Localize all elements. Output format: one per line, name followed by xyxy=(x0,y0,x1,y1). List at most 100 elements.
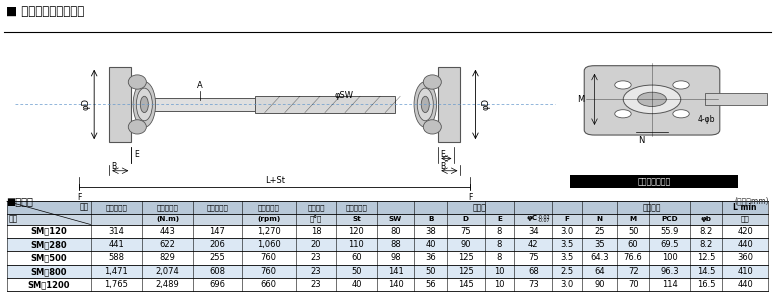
Text: 8: 8 xyxy=(497,240,502,249)
Text: 最大トルク: 最大トルク xyxy=(157,204,178,211)
Text: 90: 90 xyxy=(594,280,605,289)
Text: φC: φC xyxy=(527,215,538,221)
Text: 16.5: 16.5 xyxy=(697,280,715,289)
Text: N: N xyxy=(597,216,602,222)
Text: 760: 760 xyxy=(260,253,277,262)
Text: 型式: 型式 xyxy=(9,215,18,224)
Text: B: B xyxy=(440,162,446,171)
Text: SW: SW xyxy=(389,216,402,222)
Text: 64.3: 64.3 xyxy=(590,253,608,262)
Text: 75: 75 xyxy=(460,227,471,236)
Text: 696: 696 xyxy=(209,280,226,289)
Text: ヨーク: ヨーク xyxy=(472,203,486,212)
Text: E: E xyxy=(134,150,139,159)
Text: 3.0: 3.0 xyxy=(560,280,574,289)
Text: 76.6: 76.6 xyxy=(624,253,642,262)
Text: 8: 8 xyxy=(497,227,502,236)
Text: 50: 50 xyxy=(628,227,639,236)
Bar xyxy=(7,214,768,225)
Text: クロス定格: クロス定格 xyxy=(206,204,229,211)
Text: 68: 68 xyxy=(528,267,539,276)
Text: φD: φD xyxy=(81,98,90,110)
Text: 622: 622 xyxy=(160,240,175,249)
Text: 72: 72 xyxy=(628,267,639,276)
Text: 760: 760 xyxy=(260,267,277,276)
Text: 443: 443 xyxy=(160,227,175,236)
Text: 440: 440 xyxy=(737,280,753,289)
Text: スライド長: スライド長 xyxy=(346,204,367,211)
Text: M: M xyxy=(577,95,584,104)
Text: 許容トルク: 許容トルク xyxy=(105,204,127,211)
Text: 1,471: 1,471 xyxy=(105,267,128,276)
Text: 100: 100 xyxy=(662,253,677,262)
Bar xyxy=(705,93,767,105)
Text: 42: 42 xyxy=(528,240,539,249)
Text: 141: 141 xyxy=(388,267,404,276)
Text: φD: φD xyxy=(481,98,491,110)
Text: 許容曲角: 許容曲角 xyxy=(307,204,325,211)
Text: φb: φb xyxy=(701,216,711,222)
Text: 80: 80 xyxy=(391,227,401,236)
Text: 69.5: 69.5 xyxy=(660,240,679,249)
Text: 360: 360 xyxy=(737,253,753,262)
Text: 255: 255 xyxy=(209,253,226,262)
Text: 73: 73 xyxy=(528,280,539,289)
Text: 10: 10 xyxy=(494,280,505,289)
Text: 14.5: 14.5 xyxy=(697,267,715,276)
Text: ■仕　様: ■仕 様 xyxy=(6,196,33,206)
Text: 25: 25 xyxy=(594,227,605,236)
Text: 55.9: 55.9 xyxy=(660,227,679,236)
Text: 140: 140 xyxy=(388,280,404,289)
Ellipse shape xyxy=(129,75,146,89)
Bar xyxy=(140,98,395,110)
Circle shape xyxy=(673,110,689,118)
Text: 88: 88 xyxy=(391,240,401,249)
Text: 2,074: 2,074 xyxy=(156,267,179,276)
Text: (単位：mm): (単位：mm) xyxy=(735,196,769,205)
Bar xyxy=(7,265,768,278)
Text: -0.02: -0.02 xyxy=(538,215,551,220)
Text: F: F xyxy=(468,193,473,202)
Text: B: B xyxy=(112,162,116,171)
Text: 60: 60 xyxy=(351,253,362,262)
Text: φSW: φSW xyxy=(335,92,354,100)
Text: 829: 829 xyxy=(160,253,175,262)
Text: A: A xyxy=(197,81,202,90)
Bar xyxy=(7,225,768,238)
Text: 145: 145 xyxy=(458,280,474,289)
Text: 35: 35 xyxy=(594,240,605,249)
Bar xyxy=(255,96,395,113)
Text: L min: L min xyxy=(733,203,757,212)
Text: 10: 10 xyxy=(494,267,505,276)
Text: ■ 図面・製品仕様表組: ■ 図面・製品仕様表組 xyxy=(6,5,84,17)
Text: 50: 50 xyxy=(351,267,362,276)
Text: 50: 50 xyxy=(425,267,436,276)
Text: 34: 34 xyxy=(528,227,539,236)
Text: 114: 114 xyxy=(662,280,677,289)
Text: ボルト穴: ボルト穴 xyxy=(642,203,661,212)
Bar xyxy=(7,278,768,291)
Bar xyxy=(7,238,768,251)
Text: 23: 23 xyxy=(311,280,322,289)
Text: 1,060: 1,060 xyxy=(257,240,281,249)
Text: 125: 125 xyxy=(458,253,474,262)
Text: 8: 8 xyxy=(497,253,502,262)
Circle shape xyxy=(615,110,631,118)
Bar xyxy=(109,67,131,142)
Text: F: F xyxy=(565,216,570,222)
Text: （°）: （°） xyxy=(310,216,322,223)
Text: 147: 147 xyxy=(209,227,226,236)
Bar xyxy=(7,201,768,214)
Text: 許容回転数: 許容回転数 xyxy=(258,204,280,211)
Text: 8.2: 8.2 xyxy=(699,227,713,236)
Ellipse shape xyxy=(417,88,433,121)
Text: 23: 23 xyxy=(311,253,322,262)
Text: 56: 56 xyxy=(425,280,436,289)
Text: 3.5: 3.5 xyxy=(560,253,574,262)
Text: 75: 75 xyxy=(528,253,539,262)
Text: SM－800: SM－800 xyxy=(30,267,67,276)
Text: 3.0: 3.0 xyxy=(560,227,574,236)
Text: 125: 125 xyxy=(458,267,474,276)
Text: 3.5: 3.5 xyxy=(560,240,574,249)
Text: SM－500: SM－500 xyxy=(30,253,67,262)
